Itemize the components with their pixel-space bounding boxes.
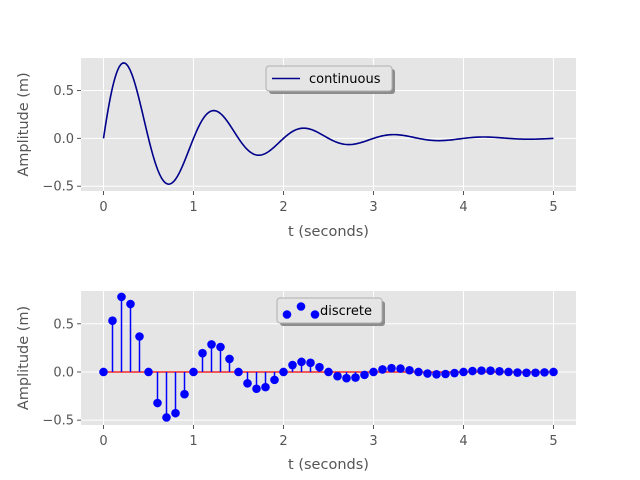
legend-marker-swatch xyxy=(282,310,292,319)
stem-marker xyxy=(315,362,324,372)
stem-marker xyxy=(495,367,504,376)
stem-marker xyxy=(432,369,441,379)
chart-panel-bottom: 0 1 2 3 4 5 −0.5 0.0 0.5 t (seconds) Amplitude (m)… xyxy=(16,291,576,473)
stem-marker xyxy=(162,413,171,422)
stem-marker xyxy=(108,316,117,325)
x-tick-label: 2 xyxy=(279,200,287,215)
y-tick-label: 0.0 xyxy=(53,365,74,380)
x-tick-label: 0 xyxy=(99,434,107,449)
stem-marker xyxy=(459,367,468,377)
x-tick-label: 1 xyxy=(189,200,197,215)
y-tick-label: 0.0 xyxy=(53,132,74,147)
stem-marker xyxy=(441,369,450,379)
legend-label: discrete xyxy=(320,304,372,319)
stem-marker xyxy=(135,332,144,341)
stem-marker xyxy=(324,367,333,377)
stem-marker xyxy=(153,398,162,408)
x-tick-label: 4 xyxy=(459,434,467,449)
stem-marker xyxy=(216,342,225,352)
stem-marker xyxy=(243,379,252,388)
stem-marker xyxy=(405,365,414,375)
legend: discrete xyxy=(276,297,385,326)
x-tick-label: 2 xyxy=(279,434,287,449)
legend-label: continuous xyxy=(309,72,381,87)
legend-frame xyxy=(265,65,393,92)
stem-marker xyxy=(423,369,432,378)
stem-marker xyxy=(486,366,495,376)
stem-marker xyxy=(522,368,531,378)
stem-marker xyxy=(549,367,558,377)
stem-marker xyxy=(450,368,459,378)
x-tick-label: 5 xyxy=(549,434,557,449)
stem-marker xyxy=(540,368,549,377)
stem-marker xyxy=(342,373,351,383)
stem-marker xyxy=(117,292,126,302)
y-axis-label: Amplitude (m) xyxy=(16,72,32,176)
stem-marker xyxy=(504,367,513,377)
stem-marker xyxy=(198,348,207,358)
stem-marker xyxy=(144,367,153,377)
stem-marker xyxy=(99,367,108,377)
stem-marker xyxy=(351,373,360,382)
stem-marker xyxy=(279,367,288,377)
series-line-continuous xyxy=(102,62,554,185)
stem-marker xyxy=(225,354,234,364)
x-tick-label: 0 xyxy=(99,200,107,215)
stem-marker xyxy=(369,367,378,377)
y-axis-label: Amplitude (m) xyxy=(16,306,32,410)
stem-marker xyxy=(378,365,387,374)
x-tick-label: 1 xyxy=(189,434,197,449)
stem-marker xyxy=(387,363,396,373)
stem-marker xyxy=(513,368,522,377)
x-axis-label: t (seconds) xyxy=(288,224,369,240)
stem-marker xyxy=(360,370,369,380)
stem-marker xyxy=(171,408,180,418)
stem-marker xyxy=(270,375,279,385)
chart-panel-top: 0 1 2 3 4 5 −0.5 0.0 0.5 t (seconds) Amplitude (m)… xyxy=(16,58,576,240)
stem-marker xyxy=(333,371,342,381)
legend-marker-swatch xyxy=(296,302,306,311)
stem-marker xyxy=(189,367,198,377)
x-tick-label: 3 xyxy=(369,434,377,449)
stem-marker xyxy=(468,366,477,376)
y-tick-label: −0.5 xyxy=(42,414,74,429)
stem-marker xyxy=(207,340,216,349)
stem-marker xyxy=(261,382,270,392)
legend: continuous xyxy=(265,65,395,94)
y-tick-label: 0.5 xyxy=(53,317,74,332)
x-tick-label: 5 xyxy=(549,200,557,215)
stem-marker xyxy=(477,366,486,375)
y-tick-label: −0.5 xyxy=(42,180,74,195)
stem-marker xyxy=(414,367,423,377)
stem-marker xyxy=(531,368,540,378)
stem-marker xyxy=(180,389,189,399)
x-tick-label: 4 xyxy=(459,200,467,215)
stem-marker xyxy=(288,360,297,370)
stem-marker xyxy=(126,299,135,309)
stem-marker xyxy=(297,357,306,367)
stem-marker xyxy=(234,367,243,377)
x-axis-label: t (seconds) xyxy=(288,457,369,473)
stem-marker xyxy=(396,364,405,373)
legend-marker-swatch xyxy=(310,310,320,319)
x-tick-label: 3 xyxy=(369,200,377,215)
y-tick-label: 0.5 xyxy=(53,84,74,99)
stem-marker xyxy=(306,358,315,368)
stem-marker xyxy=(252,384,261,394)
